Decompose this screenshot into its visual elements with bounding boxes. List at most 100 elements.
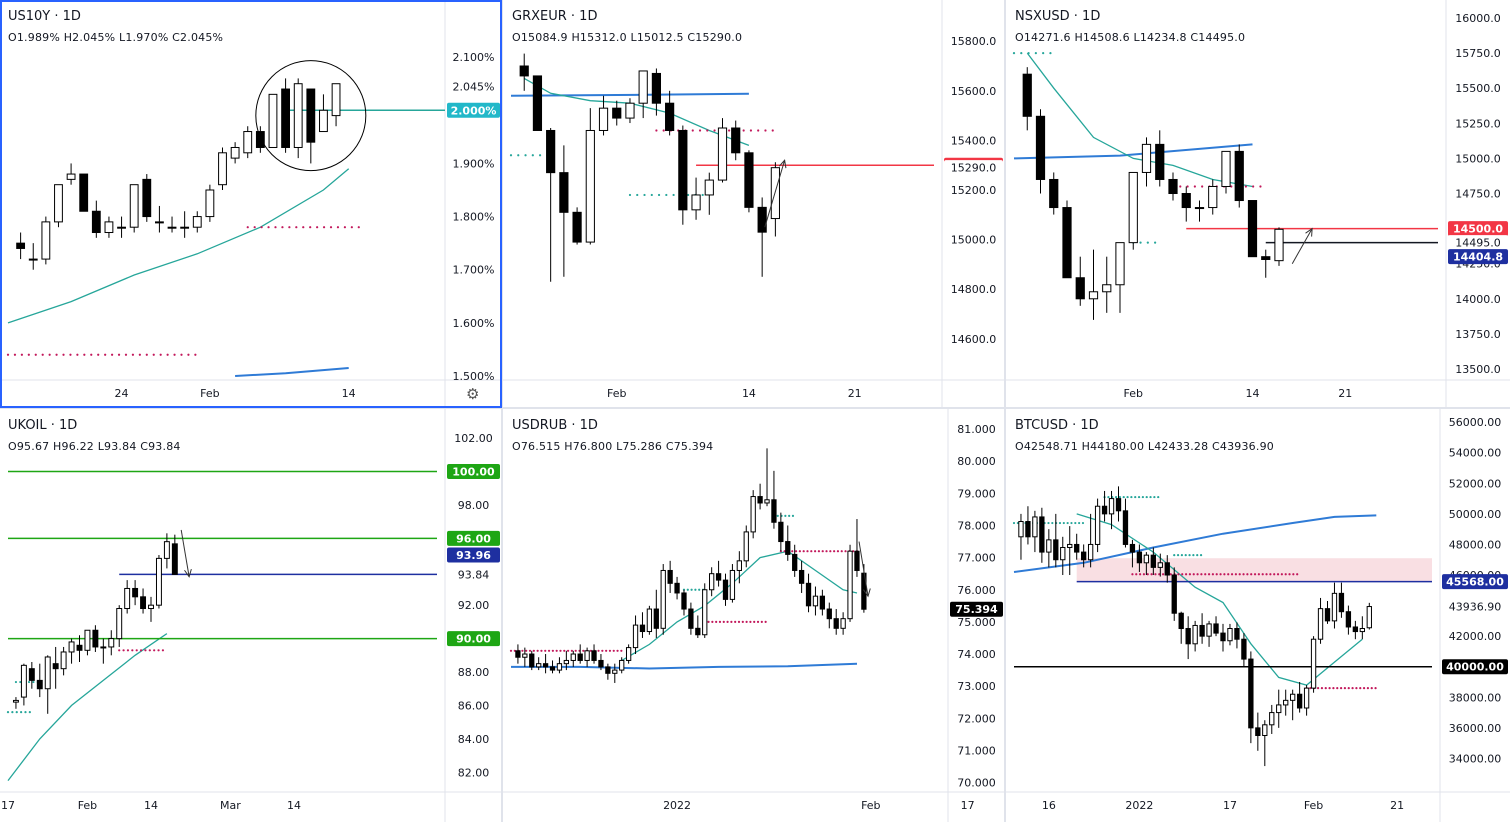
candle-body [757,496,763,504]
candle-body [1060,547,1066,561]
signal-dot [706,129,709,132]
candle-body [155,557,162,606]
signal-dot [27,353,30,356]
candle-body [1366,606,1372,629]
signal-dot [1074,521,1077,525]
price-badge-label: 40000.00 [1446,661,1504,674]
price-badge [447,463,500,479]
signal-dot [547,649,551,652]
signal-dot [1374,687,1377,690]
pane3-title[interactable]: NSXUSD · 1D [1015,9,1101,24]
plot-area [6,60,445,377]
ma200-line [511,662,858,670]
signal-dot [1227,573,1230,576]
candle-body [598,107,609,131]
signal-dot [1154,573,1157,576]
candle-body [1155,143,1165,180]
signal-dot [764,129,767,132]
time-tick-label: 17 [961,799,975,812]
candle-body [764,499,770,504]
signal-dot [1332,687,1335,690]
time-tick-label: Feb [200,387,219,400]
price-badge-label: 15290.0 [951,162,997,175]
pane6-title[interactable]: BTCUSD · 1D [1015,418,1099,433]
signal-dot [749,620,752,623]
pane1-title[interactable]: US10Y · 1D [8,9,81,24]
price-badge [447,78,500,94]
signal-dot [665,193,668,197]
signal-dot [1078,521,1081,525]
signal-dot [657,193,661,197]
candle-body [695,627,701,636]
candle-body [1194,207,1205,210]
price-badge [950,601,1003,617]
signal-dot [1177,573,1180,576]
signal-dot [20,711,23,714]
signal-dot [1328,687,1331,690]
signal-dot [1157,495,1160,499]
candle-body [84,629,91,651]
price-tick-label: 54000.00 [1449,447,1502,460]
signal-dot [1070,521,1073,525]
signal-dot [1081,521,1085,525]
price-tick-label: 88.00 [458,666,490,679]
price-badge-label: 14500.0 [1453,223,1503,236]
signal-dot [608,649,612,652]
candle-body [60,651,67,670]
signal-dot [737,620,741,623]
candle-body [91,210,101,234]
price-tick-label: 34000.00 [1449,752,1502,765]
price-badge-label: 93.96 [456,549,491,562]
signal-dot [260,226,263,229]
candle-body [1208,185,1218,209]
signal-dot [90,353,93,356]
candle-body [1143,554,1150,564]
signal-dot [1146,241,1149,244]
signal-dot [1192,573,1195,576]
price-badge-label: 93.84 [458,568,490,581]
candle-body [41,221,51,260]
candle-body [798,569,805,584]
plot-area [509,448,871,683]
pane2-title[interactable]: GRXEUR · 1D [512,9,598,24]
price-badge-label: 100.00 [452,465,495,478]
signal-dot [745,620,748,623]
time-tick-label: 14 [342,387,356,400]
candle-body [771,499,777,523]
signal-dot [122,649,125,652]
candle-body [625,647,632,661]
candle-body [1018,521,1024,538]
pane4-title[interactable]: UKOIL · 1D [8,418,78,433]
settings-gear-icon[interactable]: ⚙ [466,385,480,403]
candle-body [1255,727,1261,737]
price-badge [447,102,500,118]
signal-dot [540,649,543,652]
candle-body [1261,256,1271,260]
price-badge [447,631,500,647]
candle-body [1283,699,1289,706]
candle-body [129,184,139,228]
candle-body [192,216,202,228]
price-tick-label: 15200.0 [951,184,997,197]
signal-dot [1042,52,1045,55]
signal-dot [1180,554,1183,557]
plot-area [509,53,934,282]
signal-dot [350,226,353,229]
signal-dot [1280,573,1283,576]
pane5-title[interactable]: USDRUB · 1D [512,418,598,433]
signal-dot [628,193,632,197]
signal-dot [749,129,753,132]
time-tick-label: 24 [115,387,129,400]
signal-dot [1012,521,1016,525]
signal-dot [821,550,824,553]
signal-dot [1130,495,1133,499]
signal-dot [788,514,791,517]
price-tick-label: 81.000 [957,423,996,436]
signal-dot [194,353,197,356]
candle-body [104,221,114,234]
candle-body [1234,628,1240,640]
candle-body [205,189,215,218]
candle-body [736,560,742,571]
candle-body [1136,551,1143,564]
price-tick-label: 70.000 [957,777,996,790]
